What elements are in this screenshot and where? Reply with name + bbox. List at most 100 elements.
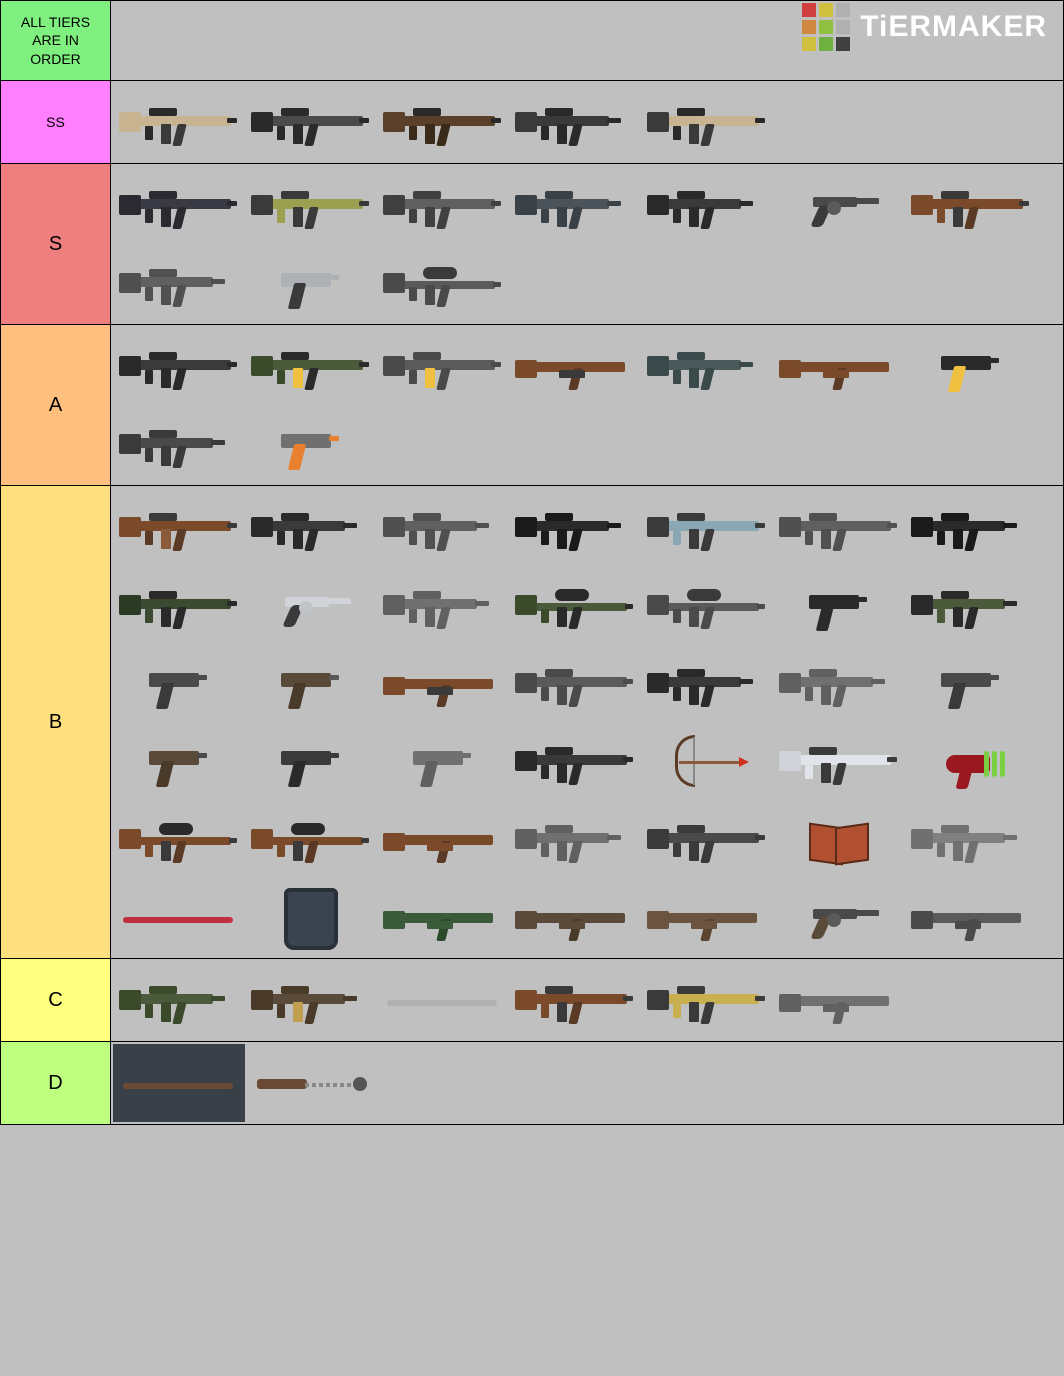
weapon-smg[interactable] [911, 809, 1031, 869]
tier-item[interactable] [377, 566, 509, 644]
tier-item[interactable] [641, 566, 773, 644]
tier-item[interactable] [509, 166, 641, 244]
tier-item[interactable] [509, 800, 641, 878]
weapon-smg[interactable] [251, 497, 371, 557]
tier-item[interactable] [377, 961, 509, 1039]
weapon-shotgun[interactable] [911, 887, 1031, 947]
tier-item[interactable] [641, 83, 773, 161]
tier-item[interactable] [773, 961, 905, 1039]
tier-item[interactable] [509, 961, 641, 1039]
weapon-revolver[interactable] [779, 175, 899, 235]
tier-item[interactable] [905, 878, 1037, 956]
weapon-pistol[interactable] [251, 653, 371, 713]
tier-item[interactable] [377, 644, 509, 722]
tier-item[interactable] [905, 327, 1037, 405]
weapon-smg[interactable] [383, 575, 503, 635]
weapon-shotgun[interactable] [779, 970, 899, 1030]
tier-item[interactable] [509, 722, 641, 800]
weapon-rifle[interactable] [119, 575, 239, 635]
tier-item[interactable] [905, 800, 1037, 878]
weapon-smg[interactable] [515, 175, 635, 235]
tier-item[interactable] [113, 488, 245, 566]
tier-item[interactable] [245, 961, 377, 1039]
tier-item[interactable] [641, 722, 773, 800]
tier-item[interactable] [641, 800, 773, 878]
tier-item[interactable] [377, 488, 509, 566]
weapon-rifle[interactable] [383, 92, 503, 152]
weapon-smg[interactable] [383, 497, 503, 557]
weapon-rifle[interactable] [383, 175, 503, 235]
tier-item[interactable] [377, 83, 509, 161]
tier-item[interactable] [773, 878, 905, 956]
weapon-rifle[interactable] [647, 92, 767, 152]
weapon-smg[interactable] [119, 253, 239, 313]
weapon-rifle[interactable] [119, 497, 239, 557]
weapon-rifle[interactable] [515, 970, 635, 1030]
weapon-rifle[interactable] [779, 497, 899, 557]
tier-item[interactable] [245, 566, 377, 644]
weapon-rifle[interactable] [119, 175, 239, 235]
tier-item[interactable] [773, 327, 905, 405]
weapon-revolver[interactable] [779, 887, 899, 947]
weapon-smg[interactable] [515, 92, 635, 152]
weapon-sniper[interactable] [119, 809, 239, 869]
weapon-sniper[interactable] [251, 809, 371, 869]
tier-item[interactable] [113, 327, 245, 405]
tier-item[interactable] [245, 1044, 377, 1122]
tier-item[interactable] [113, 800, 245, 878]
tier-label[interactable]: B [1, 486, 111, 958]
tier-item[interactable] [641, 644, 773, 722]
tier-item[interactable] [641, 961, 773, 1039]
weapon-smg[interactable] [647, 336, 767, 396]
tier-item[interactable] [905, 166, 1037, 244]
weapon-rifle[interactable] [251, 175, 371, 235]
weapon-rifle[interactable] [383, 336, 503, 396]
tier-item[interactable] [377, 722, 509, 800]
weapon-book[interactable] [809, 825, 869, 865]
tier-item[interactable] [509, 644, 641, 722]
tier-item[interactable] [509, 327, 641, 405]
weapon-pistol[interactable] [911, 653, 1031, 713]
tier-item[interactable] [377, 244, 509, 322]
weapon-shotgun[interactable] [779, 336, 899, 396]
tier-item[interactable] [245, 166, 377, 244]
tier-item[interactable] [773, 566, 905, 644]
tier-item[interactable] [113, 961, 245, 1039]
weapon-pistol[interactable] [251, 253, 371, 313]
tier-content[interactable] [111, 1042, 1063, 1124]
tier-content[interactable] [111, 325, 1063, 485]
tier-item[interactable] [905, 566, 1037, 644]
tier-item[interactable] [245, 800, 377, 878]
tier-item[interactable] [245, 405, 377, 483]
weapon-rifle[interactable] [119, 336, 239, 396]
weapon-rifle[interactable] [647, 970, 767, 1030]
weapon-pistol[interactable] [779, 575, 899, 635]
tier-item[interactable] [113, 722, 245, 800]
weapon-shotgun[interactable] [383, 653, 503, 713]
weapon-smg[interactable] [911, 575, 1031, 635]
tier-item[interactable] [113, 166, 245, 244]
tier-content[interactable] [111, 959, 1063, 1041]
weapon-melee[interactable] [119, 1053, 239, 1113]
tier-item[interactable] [773, 722, 905, 800]
tier-item[interactable] [509, 566, 641, 644]
weapon-shield[interactable] [284, 888, 338, 950]
weapon-smg[interactable] [515, 809, 635, 869]
weapon-shotgun[interactable] [515, 887, 635, 947]
weapon-sniper[interactable] [515, 575, 635, 635]
tier-item[interactable] [641, 166, 773, 244]
tier-item[interactable] [773, 644, 905, 722]
tier-item[interactable] [509, 83, 641, 161]
weapon-pistol[interactable] [251, 731, 371, 791]
tier-item[interactable] [377, 327, 509, 405]
weapon-shotgun[interactable] [647, 887, 767, 947]
tier-item[interactable] [113, 405, 245, 483]
tier-label[interactable]: D [1, 1042, 111, 1124]
tier-item[interactable] [509, 488, 641, 566]
weapon-smg[interactable] [515, 497, 635, 557]
weapon-shotgun[interactable] [515, 336, 635, 396]
weapon-pistol[interactable] [119, 731, 239, 791]
weapon-melee[interactable] [383, 970, 503, 1030]
weapon-rifle[interactable] [911, 175, 1031, 235]
tier-item[interactable] [905, 722, 1037, 800]
